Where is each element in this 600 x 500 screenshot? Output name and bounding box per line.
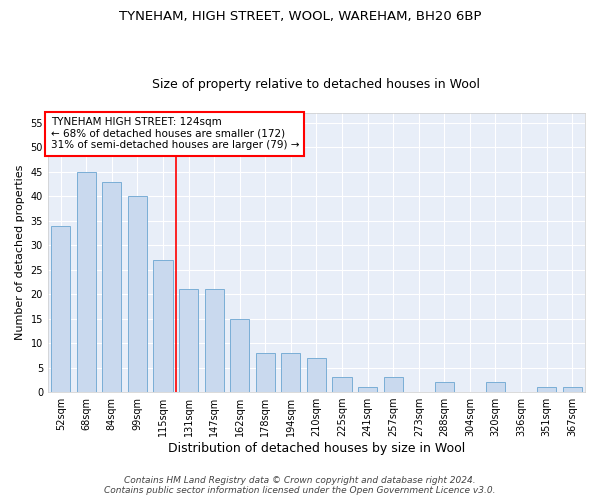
Bar bbox=[128, 196, 147, 392]
Bar bbox=[77, 172, 96, 392]
Bar bbox=[51, 226, 70, 392]
X-axis label: Distribution of detached houses by size in Wool: Distribution of detached houses by size … bbox=[168, 442, 465, 455]
Title: Size of property relative to detached houses in Wool: Size of property relative to detached ho… bbox=[152, 78, 481, 91]
Bar bbox=[332, 378, 352, 392]
Bar bbox=[154, 260, 173, 392]
Bar bbox=[358, 387, 377, 392]
Bar bbox=[102, 182, 121, 392]
Bar bbox=[537, 387, 556, 392]
Bar bbox=[435, 382, 454, 392]
Bar bbox=[307, 358, 326, 392]
Text: Contains HM Land Registry data © Crown copyright and database right 2024.
Contai: Contains HM Land Registry data © Crown c… bbox=[104, 476, 496, 495]
Bar bbox=[563, 387, 582, 392]
Text: TYNEHAM, HIGH STREET, WOOL, WAREHAM, BH20 6BP: TYNEHAM, HIGH STREET, WOOL, WAREHAM, BH2… bbox=[119, 10, 481, 23]
Bar bbox=[230, 318, 250, 392]
Bar bbox=[486, 382, 505, 392]
Bar bbox=[179, 290, 198, 392]
Y-axis label: Number of detached properties: Number of detached properties bbox=[15, 165, 25, 340]
Bar bbox=[256, 353, 275, 392]
Text: TYNEHAM HIGH STREET: 124sqm
← 68% of detached houses are smaller (172)
31% of se: TYNEHAM HIGH STREET: 124sqm ← 68% of det… bbox=[50, 117, 299, 150]
Bar bbox=[383, 378, 403, 392]
Bar bbox=[205, 290, 224, 392]
Bar bbox=[281, 353, 301, 392]
